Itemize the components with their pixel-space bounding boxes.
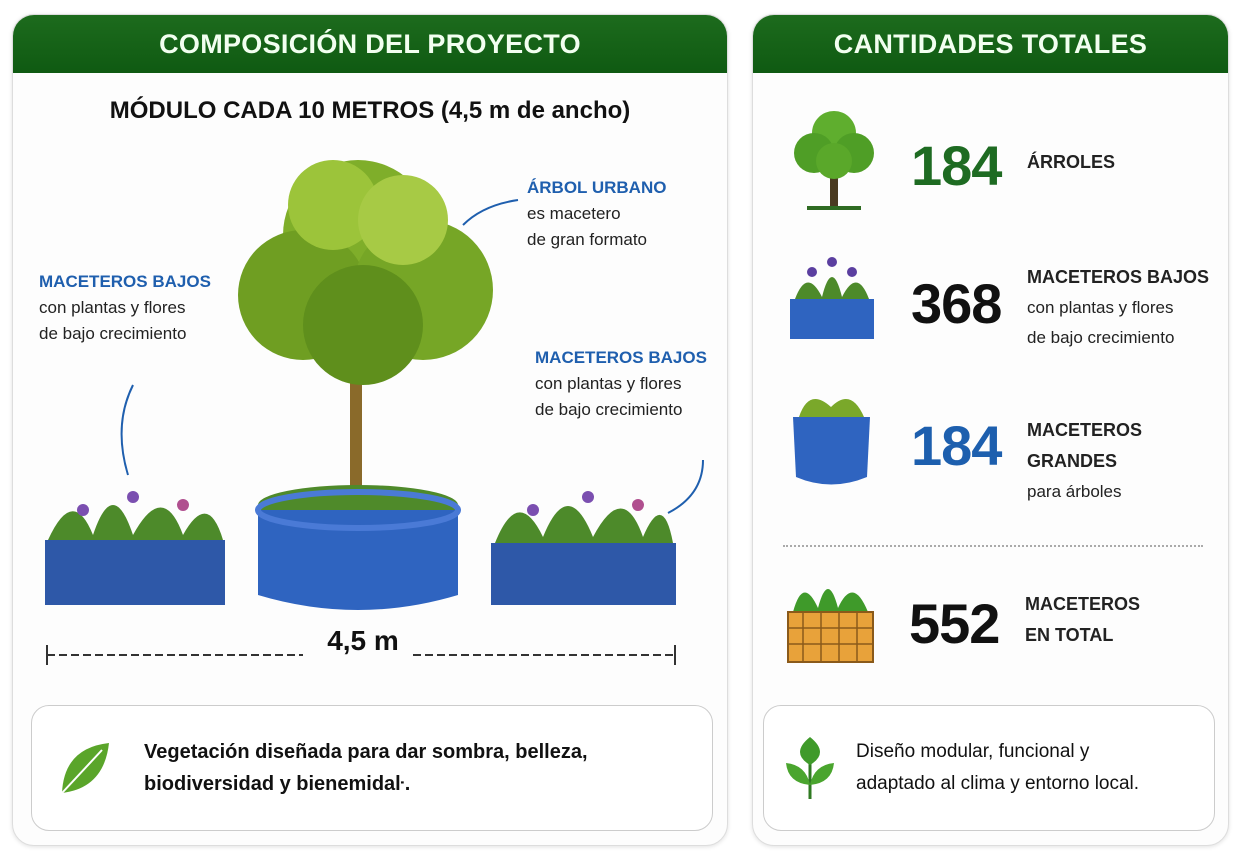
dimension-line <box>46 645 676 665</box>
large-planter-icon <box>793 399 870 485</box>
trees-label: ÁRROLES <box>1027 152 1116 172</box>
panel-header: CANTIDADES TOTALES <box>753 15 1228 73</box>
arrows <box>120 199 704 514</box>
label-urban-tree: ÁRBOL URBANO es macetero de gran formato <box>527 178 667 249</box>
vegetation-note: Vegetación diseñada para dar sombra, bel… <box>31 705 713 831</box>
label-low-planter-right: MACETEROS BAJOS con plantas y flores de ba… <box>535 348 707 419</box>
tree-icon <box>794 111 874 210</box>
note-line: adaptado al clima y entorno local. <box>856 773 1140 794</box>
low-planters-count: 368 <box>911 272 1002 335</box>
basket-planter-icon <box>787 589 874 663</box>
urban-tree-illustration <box>238 160 493 505</box>
panel-header: COMPOSICIÓN DEL PROYECTO <box>13 15 727 73</box>
divider <box>783 545 1203 547</box>
module-subtitle: MÓDULO CADA 10 METROS (4,5 m de ancho) <box>109 97 631 124</box>
total-planters-label: MACETEROS EN TOTAL <box>1025 594 1141 645</box>
low-planter-icon <box>790 257 874 339</box>
totals-panel: CANTIDADES TOTALES 184 ÁRROLES 368 MACET… <box>752 14 1229 846</box>
module-illustration <box>45 160 704 665</box>
low-planter-right <box>491 491 676 605</box>
arrow-icon <box>120 384 134 476</box>
dimension-label: 4,5 m <box>327 625 399 656</box>
composition-panel: COMPOSICIÓN DEL PROYECTO MÓDULO CADA 10 … <box>12 14 728 846</box>
note-line: Diseño modular, funcional y <box>856 741 1090 762</box>
low-planters-label: MACETEROS BAJOS con plantas y flores de ba… <box>1027 267 1210 347</box>
design-note: Diseño modular, funcional y adaptado al c… <box>763 705 1215 831</box>
leaves-icon <box>786 737 834 799</box>
arrow-icon <box>462 199 519 226</box>
arrow-icon <box>667 459 704 514</box>
large-planters-label: MACETEROS GRANDES para árboles <box>1027 420 1143 501</box>
total-planters-count: 552 <box>909 592 1000 655</box>
label-low-planter-left: MACETEROS BAJOS con plantas y flores de ba… <box>39 272 211 343</box>
note-line: biodiversidad y bienemidaŀ. <box>144 773 411 795</box>
trees-count: 184 <box>911 134 1002 197</box>
large-planters-count: 184 <box>911 414 1002 477</box>
note-line: Vegetación diseñada para dar sombra, bel… <box>144 741 588 763</box>
large-round-planter <box>255 485 461 610</box>
leaf-icon <box>61 743 109 794</box>
low-planter-left <box>45 491 225 605</box>
